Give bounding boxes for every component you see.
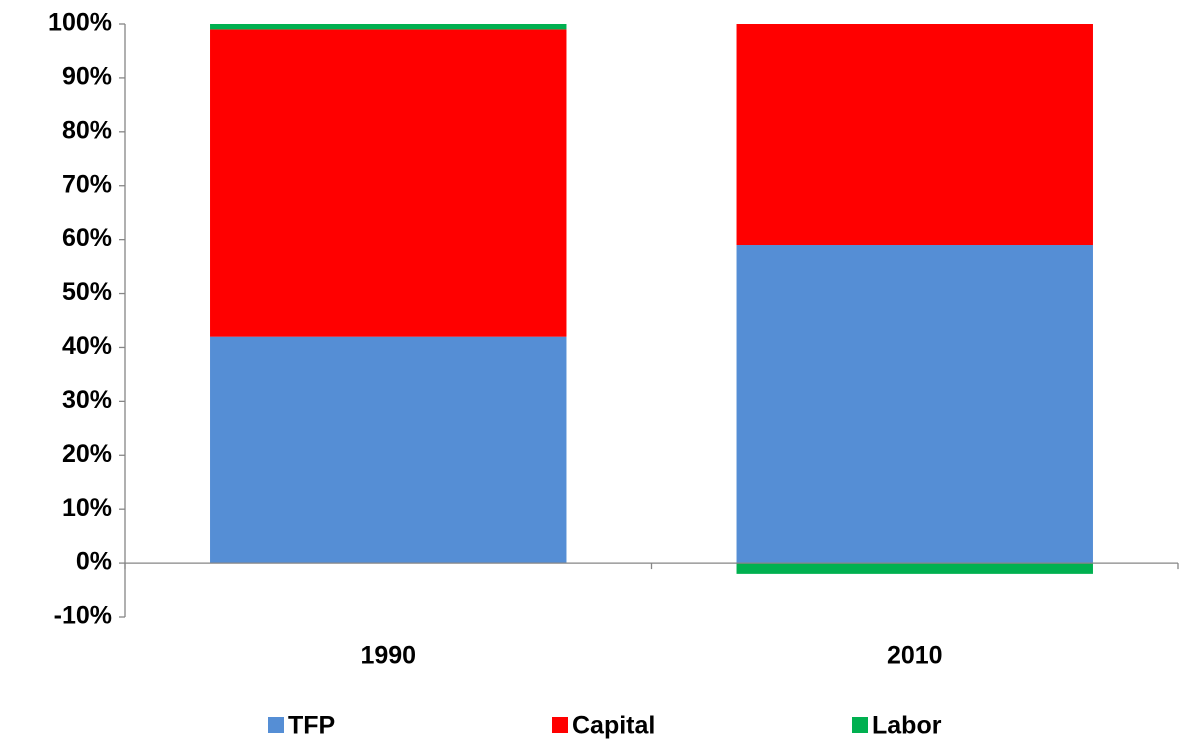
- bar-segment: [736, 245, 1093, 564]
- x-tick-label: 1990: [360, 642, 416, 670]
- legend-label: TFP: [288, 712, 335, 740]
- x-tick-label: 2010: [887, 642, 943, 670]
- legend-swatch: [852, 717, 868, 733]
- bar-segment: [736, 24, 1093, 246]
- bar-segment: [210, 24, 567, 30]
- legend-label: Labor: [872, 712, 942, 740]
- y-tick-label: 30%: [62, 386, 112, 414]
- legend-swatch: [552, 717, 568, 733]
- y-tick-label: 50%: [62, 278, 112, 306]
- y-tick-label: 20%: [62, 440, 112, 468]
- y-tick-label: 100%: [48, 9, 112, 37]
- legend-label: Capital: [572, 712, 655, 740]
- y-tick-label: 10%: [62, 494, 112, 522]
- y-tick-label: 40%: [62, 332, 112, 360]
- y-tick-label: 0%: [76, 548, 112, 576]
- bar-segment: [210, 29, 567, 337]
- bar-segment: [210, 336, 567, 564]
- legend-swatch: [268, 717, 284, 733]
- y-tick-label: -10%: [54, 602, 112, 630]
- y-tick-label: 70%: [62, 170, 112, 198]
- y-tick-label: 90%: [62, 63, 112, 91]
- bar-segment: [736, 563, 1093, 574]
- y-tick-label: 60%: [62, 224, 112, 252]
- y-tick-label: 80%: [62, 116, 112, 144]
